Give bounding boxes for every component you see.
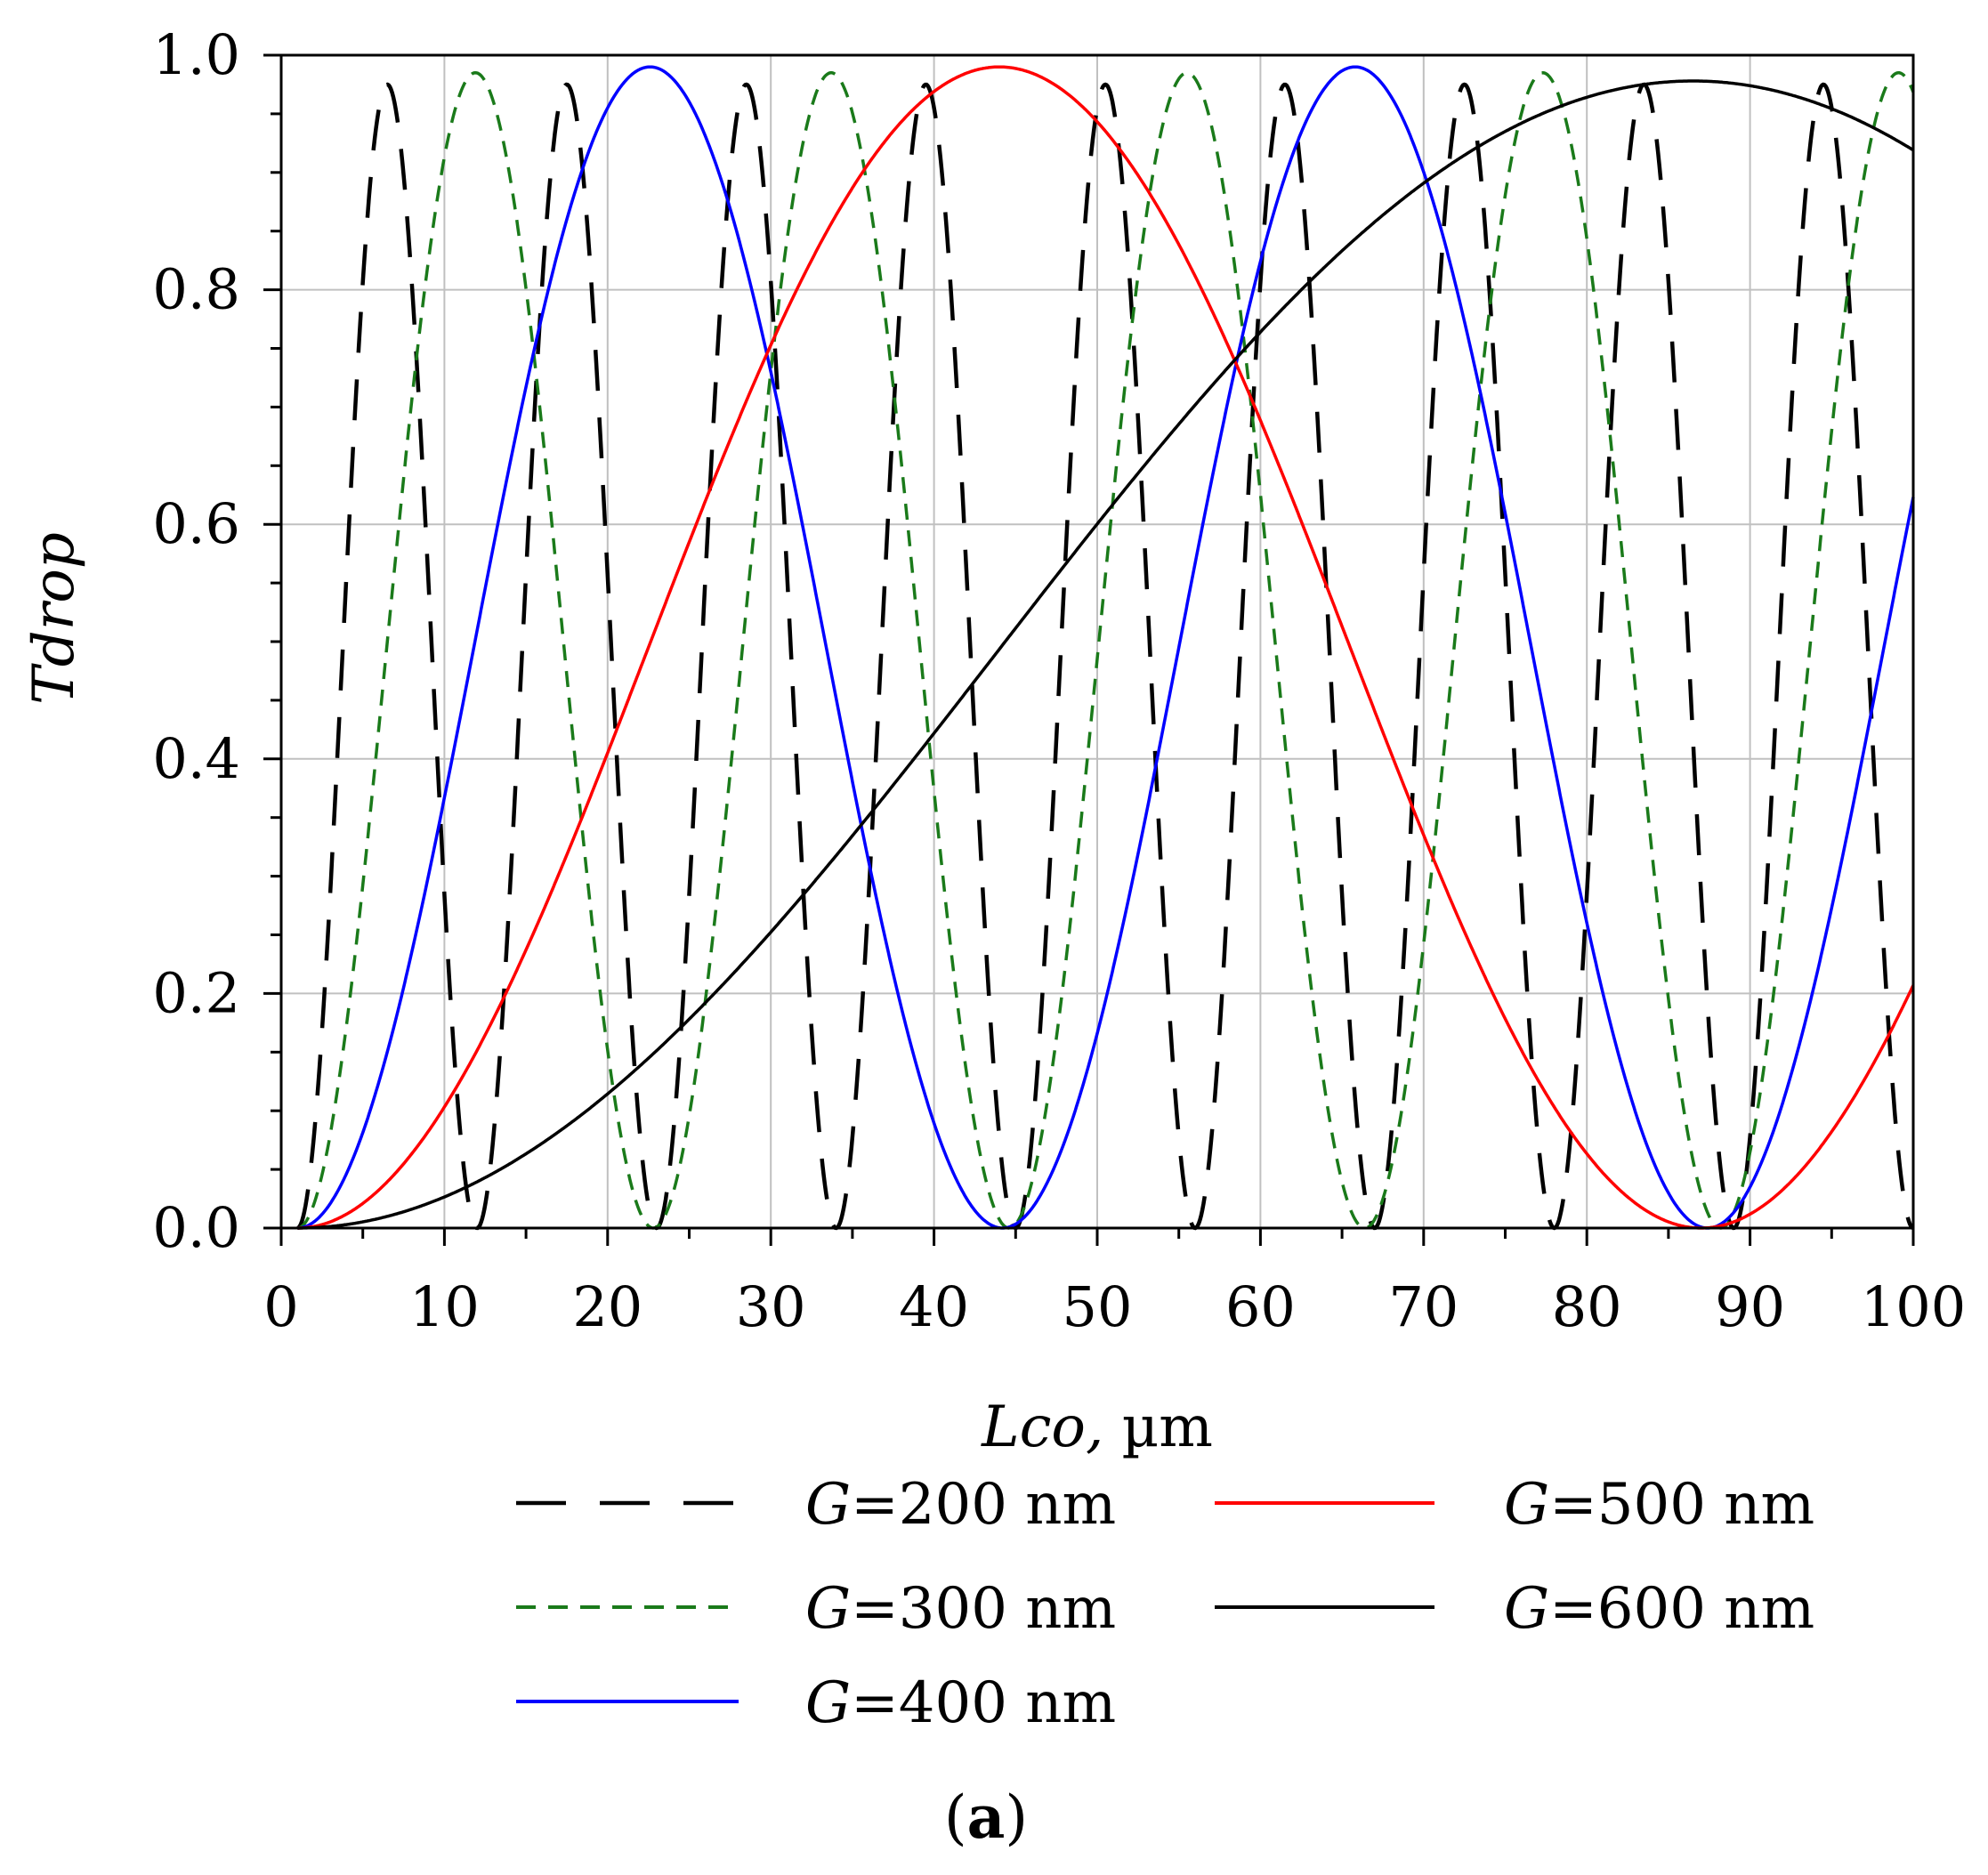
series-line-g-300-nm <box>297 71 1915 1230</box>
legend-label-g-200-nm: G=200 nm <box>805 1472 1116 1538</box>
y-tick-label: 0.8 <box>152 257 240 322</box>
x-tick-label: 80 <box>1552 1274 1622 1339</box>
x-tick-label: 10 <box>409 1274 480 1339</box>
y-tick-label: 0.0 <box>152 1195 240 1260</box>
y-tick-label: 1.0 <box>152 22 240 87</box>
x-tick-label: 0 <box>263 1274 298 1339</box>
x-tick-label: 30 <box>736 1274 806 1339</box>
x-tick-label: 60 <box>1225 1274 1296 1339</box>
legend: G=200 nm G=300 nm G=400 nm G=500 nm G=600 nm <box>516 1472 1814 1736</box>
series-line-g-500-nm <box>297 65 1915 1230</box>
grid <box>281 55 1913 1228</box>
tick-labels: 0 10 20 30 40 50 60 70 80 90 100 0.0 0.2 0.4 0.6 0.8 1.0 <box>152 22 1966 1339</box>
legend-label-g-500-nm: G=500 nm <box>1504 1472 1814 1538</box>
x-tick-label: 100 <box>1861 1274 1966 1339</box>
legend-label-g-600-nm: G=600 nm <box>1504 1576 1814 1642</box>
y-tick-label: 0.6 <box>152 491 240 556</box>
legend-label-g-300-nm: G=300 nm <box>805 1576 1116 1642</box>
x-tick-label: 20 <box>572 1274 642 1339</box>
x-axis-title: Lco, µm <box>981 1394 1213 1460</box>
x-tick-label: 50 <box>1063 1274 1133 1339</box>
x-tick-label: 90 <box>1715 1274 1785 1339</box>
y-tick-label: 0.2 <box>152 960 240 1025</box>
series-line-g-200-nm <box>296 82 1914 1231</box>
series-line-g-400-nm <box>297 65 1915 1230</box>
legend-label-g-400-nm: G=400 nm <box>805 1670 1116 1736</box>
x-tick-label: 70 <box>1388 1274 1459 1339</box>
x-tick-label: 40 <box>899 1274 969 1339</box>
plot-lines <box>296 65 1915 1231</box>
tick-marks <box>263 53 1915 1246</box>
panel-label: (a) <box>944 1782 1028 1852</box>
series-line-g-600-nm <box>297 79 1914 1230</box>
y-axis-title: Tdrop <box>21 532 87 705</box>
y-tick-label: 0.4 <box>152 726 240 791</box>
